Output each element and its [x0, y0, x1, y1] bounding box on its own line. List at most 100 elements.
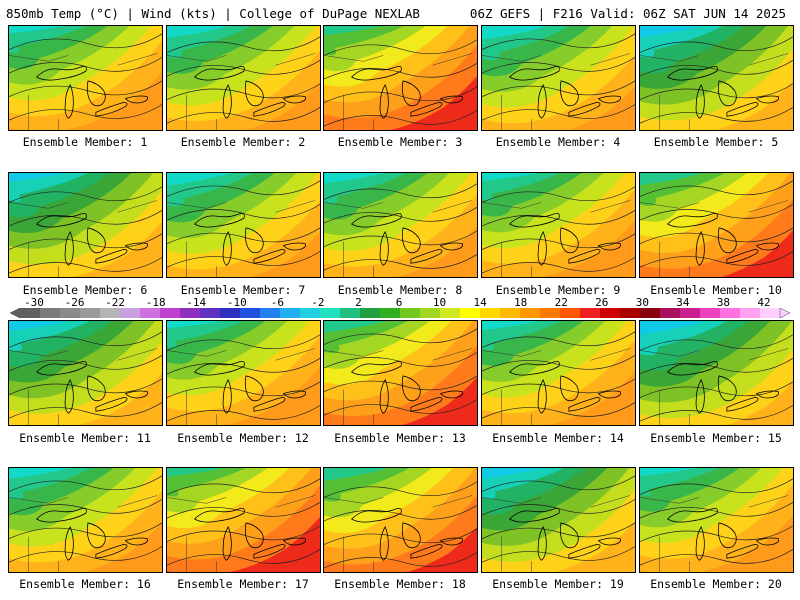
colorbar-tick-label: 34 [676, 296, 690, 309]
member-label: Ensemble Member: 14 [492, 431, 624, 445]
colorbar-tick-label: 14 [473, 296, 487, 309]
colorbar-swatch [260, 308, 281, 318]
colorbar-swatch [340, 308, 361, 318]
colorbar-swatch [140, 308, 161, 318]
member-map-panel [639, 25, 794, 131]
colorbar-swatch [540, 308, 561, 318]
colorbar-swatch [60, 308, 81, 318]
colorbar-swatch [440, 308, 461, 318]
member-map-panel [481, 25, 636, 131]
colorbar-tick-label: 2 [355, 296, 362, 309]
member-map-panel [8, 320, 163, 426]
colorbar-swatch [280, 308, 301, 318]
member-map-panel [8, 172, 163, 278]
colorbar-swatch [160, 308, 181, 318]
colorbar-swatch [180, 308, 201, 318]
member-label: Ensemble Member: 6 [22, 283, 148, 297]
colorbar-tick-label: -22 [105, 296, 126, 309]
colorbar-swatch [740, 308, 761, 318]
member-map-panel [166, 172, 321, 278]
member-map-panel [639, 172, 794, 278]
colorbar-tick-label: 22 [554, 296, 568, 309]
colorbar-swatch [420, 308, 441, 318]
colorbar-tick-label: -14 [186, 296, 207, 309]
colorbar-tick-label: -18 [145, 296, 166, 309]
colorbar-tick-label: 26 [595, 296, 609, 309]
member-label: Ensemble Member: 18 [334, 577, 466, 591]
member-label: Ensemble Member: 3 [337, 135, 463, 149]
member-label: Ensemble Member: 10 [650, 283, 782, 297]
member-label: Ensemble Member: 2 [180, 135, 306, 149]
colorbar-swatch [80, 308, 101, 318]
member-label: Ensemble Member: 12 [177, 431, 309, 445]
member-map-panel [323, 172, 478, 278]
colorbar-swatch [380, 308, 401, 318]
colorbar-swatch [720, 308, 741, 318]
member-label: Ensemble Member: 13 [334, 431, 466, 445]
member-map-panel [481, 467, 636, 573]
member-label: Ensemble Member: 8 [337, 283, 463, 297]
colorbar-tick-label: -30 [24, 296, 44, 309]
colorbar-swatch [700, 308, 721, 318]
colorbar-swatch [240, 308, 261, 318]
member-label: Ensemble Member: 1 [22, 135, 148, 149]
colorbar-swatch [320, 308, 341, 318]
member-label: Ensemble Member: 11 [19, 431, 151, 445]
colorbar-swatch [620, 308, 641, 318]
colorbar-swatch [660, 308, 681, 318]
colorbar-left-arrow [10, 308, 21, 318]
temperature-colorbar [10, 308, 790, 318]
map-title: 850mb Temp (°C) | Wind (kts) | College o… [6, 6, 420, 21]
colorbar-tick-label: 10 [432, 296, 447, 309]
member-map-panel [166, 25, 321, 131]
colorbar-swatch [460, 308, 481, 318]
colorbar-swatch [300, 308, 321, 318]
member-map-panel [481, 172, 636, 278]
member-label: Ensemble Member: 16 [19, 577, 151, 591]
member-map-panel [166, 467, 321, 573]
colorbar-swatch [20, 308, 41, 318]
member-label: Ensemble Member: 4 [495, 135, 621, 149]
member-map-panel [639, 320, 794, 426]
member-map-panel [8, 467, 163, 573]
member-label: Ensemble Member: 20 [650, 577, 782, 591]
colorbar-swatch [560, 308, 581, 318]
colorbar-right-arrow [779, 308, 790, 318]
colorbar-swatch [480, 308, 501, 318]
colorbar-swatch [640, 308, 661, 318]
colorbar-tick-label: -26 [64, 296, 85, 309]
valid-time: 06Z GEFS | F216 Valid: 06Z SAT JUN 14 20… [469, 6, 786, 21]
colorbar-tick-label: -2 [311, 296, 325, 309]
colorbar-swatch [400, 308, 421, 318]
colorbar-swatch [580, 308, 601, 318]
colorbar-tick-label: -6 [270, 296, 284, 309]
colorbar-tick-label: 38 [716, 296, 731, 309]
member-map-panel [481, 320, 636, 426]
member-map-panel [323, 320, 478, 426]
colorbar-swatch [40, 308, 61, 318]
colorbar-tick-label: 18 [514, 296, 528, 309]
member-label: Ensemble Member: 17 [177, 577, 309, 591]
colorbar-tick-label: 42 [757, 296, 771, 309]
member-label: Ensemble Member: 7 [180, 283, 306, 297]
colorbar-swatch [120, 308, 141, 318]
colorbar-swatch [360, 308, 381, 318]
colorbar-tick-label: 6 [395, 296, 403, 309]
colorbar-swatch [220, 308, 241, 318]
member-label: Ensemble Member: 19 [492, 577, 624, 591]
colorbar-swatch [600, 308, 621, 318]
member-map-panel [323, 467, 478, 573]
colorbar-swatch [100, 308, 121, 318]
colorbar-swatch [680, 308, 701, 318]
member-map-panel [323, 25, 478, 131]
member-map-panel [8, 25, 163, 131]
member-label: Ensemble Member: 5 [653, 135, 779, 149]
colorbar-swatch [200, 308, 221, 318]
colorbar-swatch [500, 308, 521, 318]
colorbar-swatch [520, 308, 541, 318]
member-map-panel [639, 467, 794, 573]
colorbar-tick-label: 30 [635, 296, 649, 309]
colorbar-tick-label: -10 [226, 296, 247, 309]
member-map-panel [166, 320, 321, 426]
member-label: Ensemble Member: 9 [495, 283, 621, 297]
